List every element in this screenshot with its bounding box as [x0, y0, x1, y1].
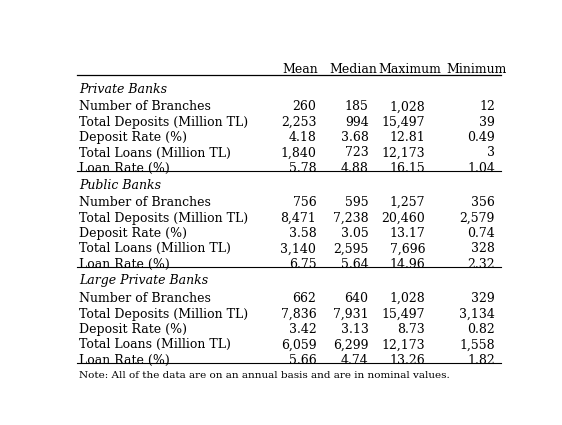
Text: 3,134: 3,134: [459, 308, 495, 320]
Text: Total Loans (Million TL): Total Loans (Million TL): [79, 338, 231, 351]
Text: 7,931: 7,931: [333, 308, 369, 320]
Text: 3.68: 3.68: [341, 131, 369, 144]
Text: Total Deposits (Million TL): Total Deposits (Million TL): [79, 116, 248, 129]
Text: 6,299: 6,299: [333, 338, 369, 351]
Text: 1,558: 1,558: [459, 338, 495, 351]
Text: 16.15: 16.15: [389, 162, 425, 175]
Text: 994: 994: [345, 116, 369, 129]
Text: 260: 260: [292, 100, 316, 113]
Text: 15,497: 15,497: [382, 116, 425, 129]
Text: 4.74: 4.74: [341, 354, 369, 367]
Text: 3.58: 3.58: [288, 227, 316, 240]
Text: 7,696: 7,696: [389, 242, 425, 255]
Text: Deposit Rate (%): Deposit Rate (%): [79, 323, 187, 336]
Text: 3.13: 3.13: [341, 323, 369, 336]
Text: Total Deposits (Million TL): Total Deposits (Million TL): [79, 212, 248, 225]
Text: 0.74: 0.74: [467, 227, 495, 240]
Text: 0.49: 0.49: [467, 131, 495, 144]
Text: Minimum: Minimum: [446, 63, 506, 76]
Text: 4.18: 4.18: [288, 131, 316, 144]
Text: 20,460: 20,460: [382, 212, 425, 225]
Text: 3.05: 3.05: [341, 227, 369, 240]
Text: Public Banks: Public Banks: [79, 178, 161, 192]
Text: 39: 39: [479, 116, 495, 129]
Text: 8,471: 8,471: [280, 212, 316, 225]
Text: 12: 12: [479, 100, 495, 113]
Text: 1,257: 1,257: [389, 196, 425, 209]
Text: 1,028: 1,028: [389, 100, 425, 113]
Text: Number of Branches: Number of Branches: [79, 196, 211, 209]
Text: Loan Rate (%): Loan Rate (%): [79, 258, 170, 271]
Text: 1,840: 1,840: [280, 147, 316, 159]
Text: Total Deposits (Million TL): Total Deposits (Million TL): [79, 308, 248, 320]
Text: 2,579: 2,579: [460, 212, 495, 225]
Text: 5.78: 5.78: [289, 162, 316, 175]
Text: Median: Median: [329, 63, 377, 76]
Text: Mean: Mean: [282, 63, 318, 76]
Text: 1.82: 1.82: [467, 354, 495, 367]
Text: 8.73: 8.73: [397, 323, 425, 336]
Text: 0.82: 0.82: [467, 323, 495, 336]
Text: 12.81: 12.81: [389, 131, 425, 144]
Text: Loan Rate (%): Loan Rate (%): [79, 162, 170, 175]
Text: 12,173: 12,173: [382, 147, 425, 159]
Text: 2.32: 2.32: [467, 258, 495, 271]
Text: Deposit Rate (%): Deposit Rate (%): [79, 227, 187, 240]
Text: Large Private Banks: Large Private Banks: [79, 275, 208, 287]
Text: 4.88: 4.88: [341, 162, 369, 175]
Text: 595: 595: [345, 196, 369, 209]
Text: 356: 356: [471, 196, 495, 209]
Text: 3: 3: [487, 147, 495, 159]
Text: Private Banks: Private Banks: [79, 82, 167, 96]
Text: 5.64: 5.64: [341, 258, 369, 271]
Text: Deposit Rate (%): Deposit Rate (%): [79, 131, 187, 144]
Text: 6,059: 6,059: [280, 338, 316, 351]
Text: 723: 723: [345, 147, 369, 159]
Text: Maximum: Maximum: [379, 63, 441, 76]
Text: 13.26: 13.26: [389, 354, 425, 367]
Text: Total Loans (Million TL): Total Loans (Million TL): [79, 147, 231, 159]
Text: 6.75: 6.75: [289, 258, 316, 271]
Text: 1.04: 1.04: [467, 162, 495, 175]
Text: 2,253: 2,253: [281, 116, 316, 129]
Text: 756: 756: [293, 196, 316, 209]
Text: 15,497: 15,497: [382, 308, 425, 320]
Text: Number of Branches: Number of Branches: [79, 100, 211, 113]
Text: Loan Rate (%): Loan Rate (%): [79, 354, 170, 367]
Text: Note: All of the data are on an annual basis and are in nominal values.: Note: All of the data are on an annual b…: [79, 371, 450, 380]
Text: 13.17: 13.17: [389, 227, 425, 240]
Text: Number of Branches: Number of Branches: [79, 292, 211, 305]
Text: 7,238: 7,238: [333, 212, 369, 225]
Text: 640: 640: [345, 292, 369, 305]
Text: Total Loans (Million TL): Total Loans (Million TL): [79, 242, 231, 255]
Text: 14.96: 14.96: [389, 258, 425, 271]
Text: 1,028: 1,028: [389, 292, 425, 305]
Text: 328: 328: [471, 242, 495, 255]
Text: 3,140: 3,140: [280, 242, 316, 255]
Text: 5.66: 5.66: [288, 354, 316, 367]
Text: 329: 329: [471, 292, 495, 305]
Text: 12,173: 12,173: [382, 338, 425, 351]
Text: 185: 185: [345, 100, 369, 113]
Text: 7,836: 7,836: [280, 308, 316, 320]
Text: 662: 662: [292, 292, 316, 305]
Text: 2,595: 2,595: [333, 242, 369, 255]
Text: 3.42: 3.42: [288, 323, 316, 336]
